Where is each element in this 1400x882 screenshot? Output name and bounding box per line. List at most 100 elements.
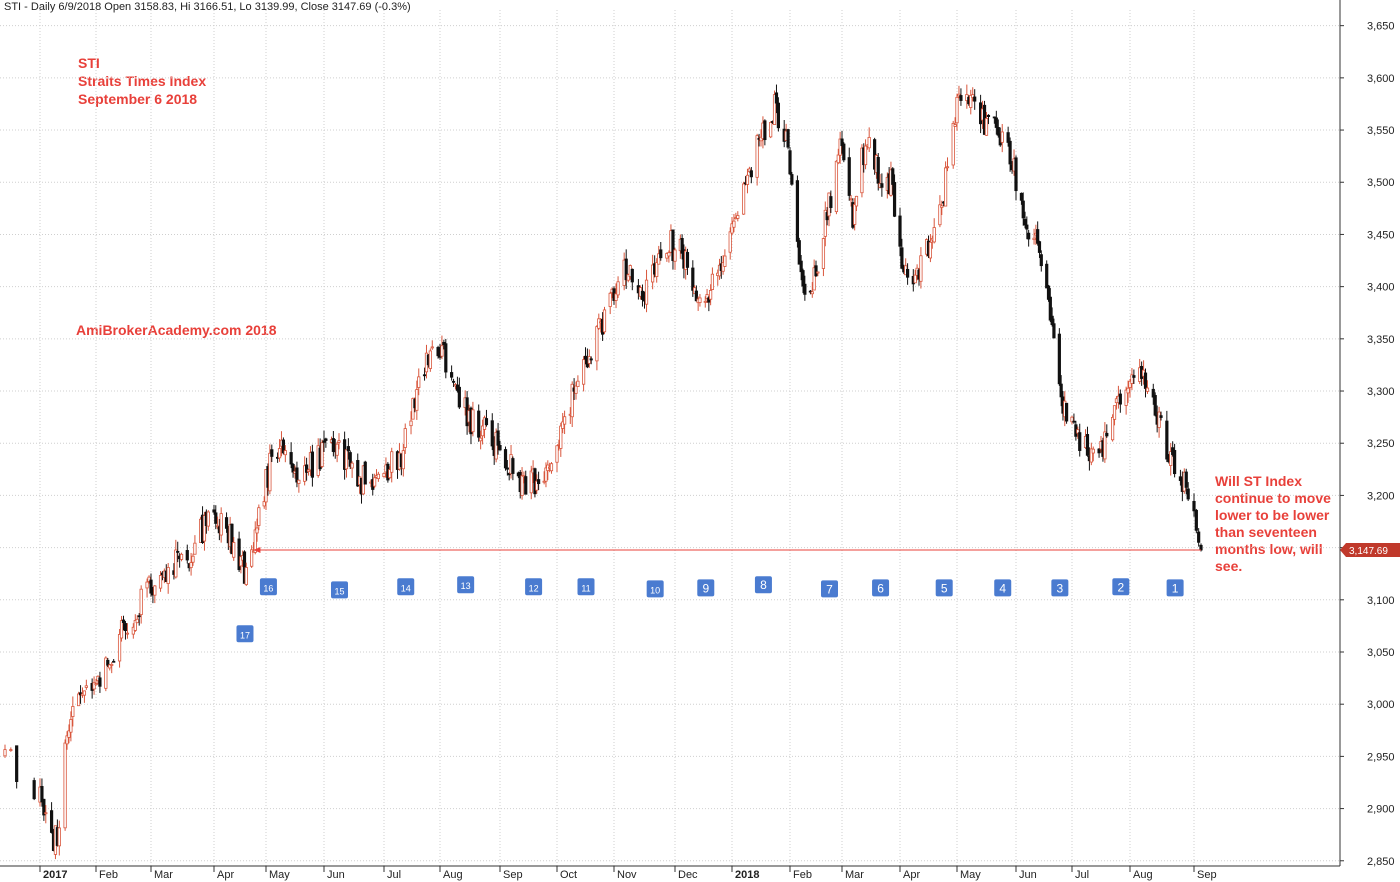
candle-up bbox=[747, 168, 752, 173]
candle-down bbox=[106, 659, 110, 666]
candle-down bbox=[840, 138, 844, 147]
candle-down bbox=[451, 380, 456, 383]
candle-down bbox=[450, 372, 454, 378]
candle-up bbox=[616, 281, 620, 296]
y-tick-label: 3,200 bbox=[1367, 490, 1395, 502]
candle-down bbox=[121, 619, 126, 623]
count-marker-label: 9 bbox=[702, 581, 709, 595]
candle-down bbox=[1014, 157, 1018, 192]
candle-down bbox=[304, 464, 309, 473]
candle-down bbox=[295, 467, 299, 483]
candle-up bbox=[730, 223, 734, 234]
candle-down bbox=[310, 451, 315, 478]
candle-up bbox=[1111, 416, 1115, 441]
candle-down bbox=[214, 512, 218, 524]
candle-up bbox=[849, 198, 853, 201]
candle-down bbox=[996, 127, 1000, 136]
count-marker-box bbox=[754, 576, 772, 594]
candle-up bbox=[838, 138, 842, 156]
candle-down bbox=[986, 114, 991, 117]
count-marker: 9 bbox=[697, 579, 715, 597]
count-marker-label: 2 bbox=[1117, 580, 1124, 594]
candle-down bbox=[1199, 544, 1203, 551]
candle-up bbox=[667, 252, 671, 257]
annotation-lines bbox=[253, 547, 1201, 554]
candle-up bbox=[92, 682, 96, 690]
candle-down bbox=[224, 517, 229, 529]
y-tick-label: 3,450 bbox=[1367, 229, 1395, 241]
count-markers: 17 16 15 14 13 12 11 10 9 8 7 6 5 4 3 2 1 bbox=[236, 576, 1184, 643]
candle-up bbox=[529, 470, 533, 494]
count-marker-box bbox=[1112, 578, 1130, 596]
candle-up bbox=[104, 657, 108, 689]
candle-down bbox=[973, 96, 977, 102]
count-marker-label: 11 bbox=[581, 583, 590, 593]
candle-down bbox=[1019, 192, 1024, 201]
count-marker: 4 bbox=[994, 579, 1012, 597]
x-tick-label: Mar bbox=[845, 869, 864, 881]
count-marker: 16 bbox=[259, 578, 277, 596]
y-tick-label: 3,050 bbox=[1367, 647, 1395, 659]
candle-up bbox=[561, 421, 565, 429]
candle-down bbox=[1194, 509, 1198, 531]
candle-up bbox=[602, 309, 607, 333]
candle-down bbox=[786, 129, 790, 148]
x-tick-label: Oct bbox=[560, 869, 577, 881]
candle-up bbox=[277, 448, 282, 459]
count-marker: 1 bbox=[1166, 579, 1184, 597]
count-marker: 15 bbox=[331, 581, 348, 599]
count-marker-label: 7 bbox=[826, 582, 833, 596]
candle-down bbox=[1052, 323, 1056, 339]
x-tick-label: Feb bbox=[793, 869, 812, 881]
candle-up bbox=[1124, 389, 1128, 406]
candle-up bbox=[1169, 451, 1173, 466]
candle-up bbox=[3, 749, 7, 757]
candle-down bbox=[876, 156, 880, 184]
candle-up bbox=[576, 380, 580, 387]
candle-down bbox=[490, 420, 494, 447]
candle-up bbox=[145, 581, 149, 589]
candle-up bbox=[655, 262, 659, 277]
candle-down bbox=[1151, 388, 1155, 398]
candle-down bbox=[505, 467, 509, 470]
count-marker: 10 bbox=[646, 580, 664, 598]
count-marker-box bbox=[1166, 579, 1184, 597]
candle-up bbox=[595, 326, 599, 362]
candle-up bbox=[644, 279, 649, 305]
candle-up bbox=[626, 274, 630, 281]
candle-up bbox=[1032, 237, 1036, 241]
count-marker-label: 17 bbox=[240, 630, 250, 640]
candle-down bbox=[1027, 232, 1031, 240]
candle-up bbox=[179, 553, 184, 560]
candle-down bbox=[1085, 434, 1090, 456]
y-tick-label: 3,500 bbox=[1367, 177, 1395, 189]
x-tick-label: Jul bbox=[1075, 869, 1089, 881]
candle-down bbox=[900, 247, 904, 269]
candle-down bbox=[774, 92, 779, 104]
candle-up bbox=[563, 416, 567, 425]
candle-up bbox=[812, 267, 816, 291]
y-tick-label: 3,350 bbox=[1367, 334, 1395, 346]
candle-up bbox=[1103, 431, 1107, 460]
candle-up bbox=[810, 291, 814, 295]
candle-up bbox=[303, 465, 307, 482]
candle-down bbox=[694, 290, 698, 302]
candle-up bbox=[189, 562, 193, 568]
candle-down bbox=[1048, 296, 1052, 321]
candle-down bbox=[185, 550, 189, 561]
candle-up bbox=[928, 241, 933, 259]
x-tick-label: Jun bbox=[1019, 869, 1037, 881]
candle-up bbox=[206, 511, 210, 527]
candle-up bbox=[119, 620, 124, 639]
count-marker-label: 8 bbox=[760, 578, 767, 592]
candle-up bbox=[430, 346, 434, 349]
candle-up bbox=[913, 274, 917, 284]
candle-down bbox=[829, 196, 833, 208]
count-marker-label: 6 bbox=[877, 581, 884, 595]
count-marker-box bbox=[646, 580, 664, 598]
candle-up bbox=[71, 706, 75, 717]
candle-down bbox=[776, 102, 781, 129]
candle-up bbox=[932, 227, 936, 243]
candle-up bbox=[417, 376, 421, 388]
candle-down bbox=[32, 780, 36, 800]
